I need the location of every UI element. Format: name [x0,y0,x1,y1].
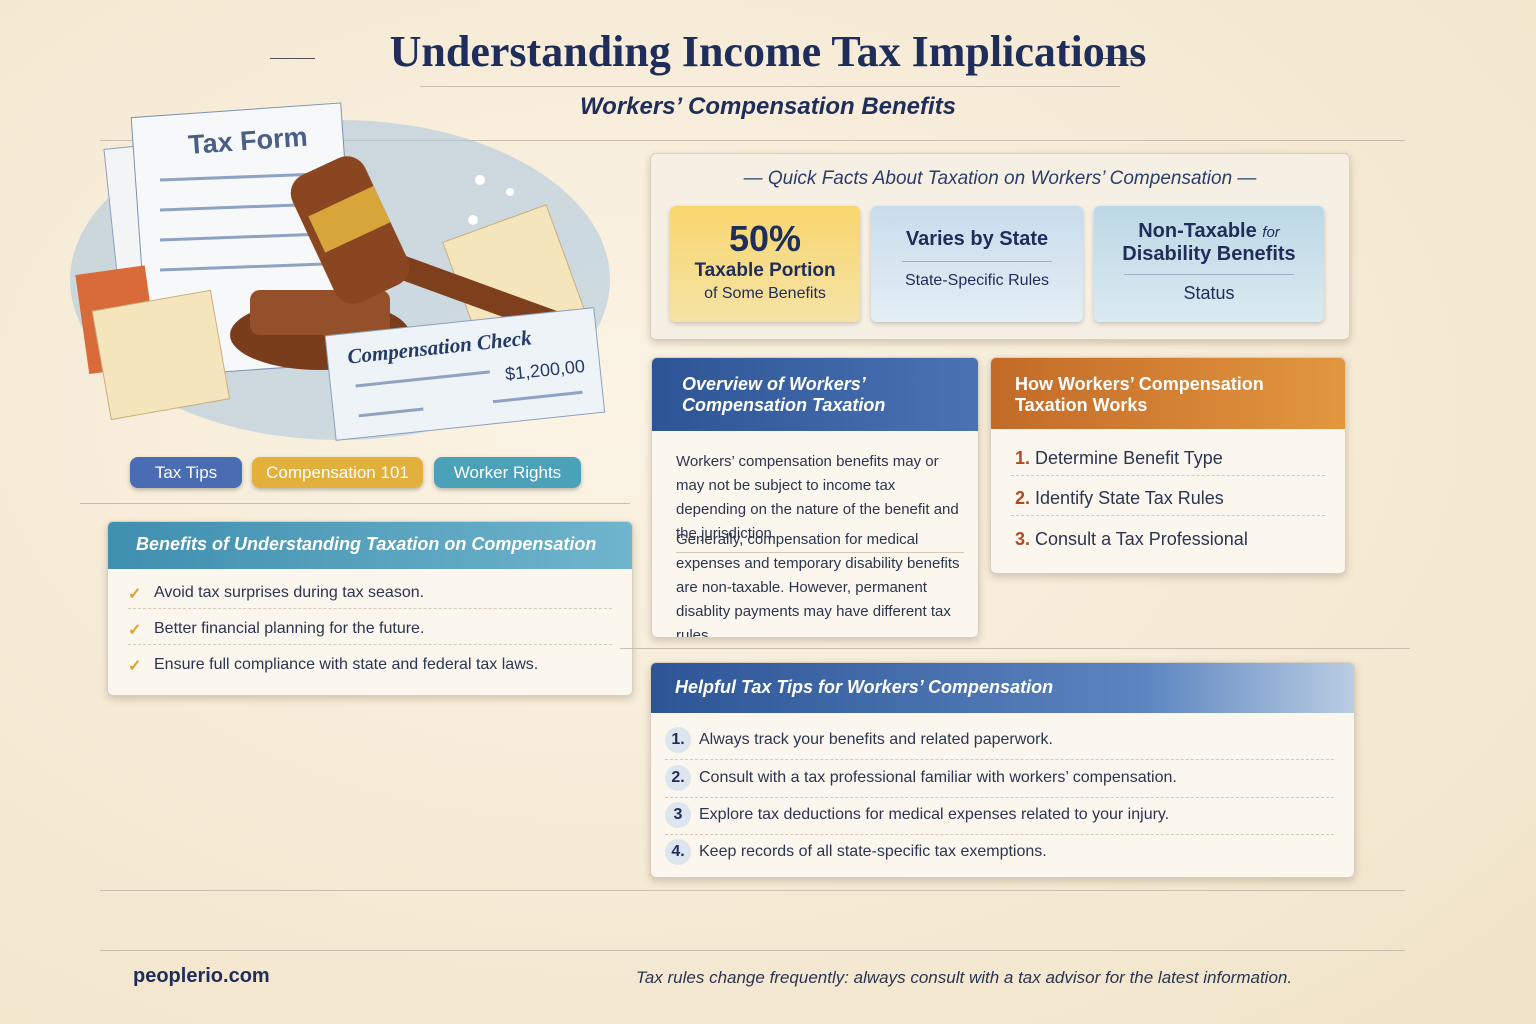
step-number: 2. [1015,488,1031,508]
tip-item: 2. Consult with a tax professional famili… [665,759,1334,798]
step-text: Consult a Tax Professional [1035,529,1248,549]
tip-text: Explore tax deductions for medical expen… [699,806,1170,823]
subtitle: Workers’ Compensation Benefits [579,93,957,120]
fact-label: Varies by State [905,228,1049,250]
quick-facts-title: — Quick Facts About Taxation on Workers’… [743,168,1257,189]
tip-text: Always track your benefits and related p… [699,731,1053,748]
how-card: How Workers’ Compensation Taxation Works… [990,357,1346,574]
overview-paragraph: Generally, compensation for medical expe… [676,531,960,638]
tips-title: Helpful Tax Tips for Workers’ Compensati… [651,663,1354,713]
fact-sublabel: of Some Benefits [704,285,826,302]
tip-number: 3 [665,802,691,828]
tip-item: 4. Keep records of all state-specific tax… [665,833,1334,871]
overview-card: Overview of Workers’ Compensation Taxati… [651,357,979,638]
benefit-item: ✓ Avoid tax surprises during tax season. [128,578,612,609]
illustration: Tax Form Compensation Check $1,200,00 [70,102,610,441]
tip-item: 1. Always track your benefits and related… [665,721,1334,760]
divider [100,890,1405,891]
how-title: How Workers’ Compensation Taxation Works [991,358,1345,429]
divider [100,950,1405,951]
fact-value: 50% [728,218,802,259]
divider [80,503,630,504]
fact-label: Non-Taxable [1138,220,1257,242]
footer-site[interactable]: peoplerio.com [133,965,270,987]
benefit-text: Ensure full compliance with state and fe… [154,656,539,673]
tip-text: Consult with a tax professional familiar… [699,769,1177,786]
benefit-text: Better financial planning for the future… [154,620,425,637]
title: Understanding Income Tax Implications [389,27,1147,76]
fact-label: Taxable Portion [694,260,836,281]
divider [100,140,1405,141]
how-step: 1. Determine Benefit Type [1011,442,1325,476]
divider [620,648,1410,649]
tag[interactable]: Tax Tips [130,457,242,488]
step-text: Determine Benefit Type [1035,448,1223,468]
overview-paragraph: Workers’ compensation benefits may or ma… [676,450,964,553]
tip-number: 4. [665,839,691,865]
footer-disclaimer: Tax rules change frequently: always cons… [636,968,1293,987]
step-number: 1. [1015,448,1031,468]
tip-number: 2. [665,765,691,791]
title-rule [1098,58,1143,59]
benefit-item: ✓ Ensure full compliance with state and f… [128,656,539,675]
tag[interactable]: Worker Rights [434,457,581,488]
how-step: 2. Identify State Tax Rules [1011,482,1325,516]
how-step: 3. Consult a Tax Professional [1011,523,1325,556]
quick-facts-title-text: Quick Facts About Taxation on Workers’ C… [767,168,1233,189]
tip-number: 1. [665,727,691,753]
fact-label: Disability Benefits [1122,243,1296,265]
fact-card: Non-Taxable for Disability Benefits Stat… [1094,206,1324,322]
tip-item: 3 Explore tax deductions for medical expe… [665,796,1334,835]
step-text: Identify State Tax Rules [1035,488,1224,508]
fact-sublabel: Status [1183,283,1235,303]
divider [420,86,1120,87]
tips-card: Helpful Tax Tips for Workers’ Compensati… [650,662,1355,878]
fact-sublabel: State-Specific Rules [904,272,1050,289]
benefits-title: Benefits of Understanding Taxation on Co… [108,522,632,569]
overview-title: Overview of Workers’ Compensation Taxati… [652,358,978,431]
fact-connector: for [1262,224,1280,241]
title-rule [270,58,315,59]
step-number: 3. [1015,529,1031,549]
fact-card: 50% Taxable Portion of Some Benefits [670,206,860,322]
tag[interactable]: Compensation 101 [252,457,423,488]
fact-card: Varies by State State-Specific Rules [871,206,1083,322]
benefit-item: ✓ Better financial planning for the futur… [128,614,612,645]
benefits-card: Benefits of Understanding Taxation on Co… [107,521,633,696]
tip-text: Keep records of all state-specific tax e… [699,843,1047,860]
benefit-text: Avoid tax surprises during tax season. [154,584,425,601]
